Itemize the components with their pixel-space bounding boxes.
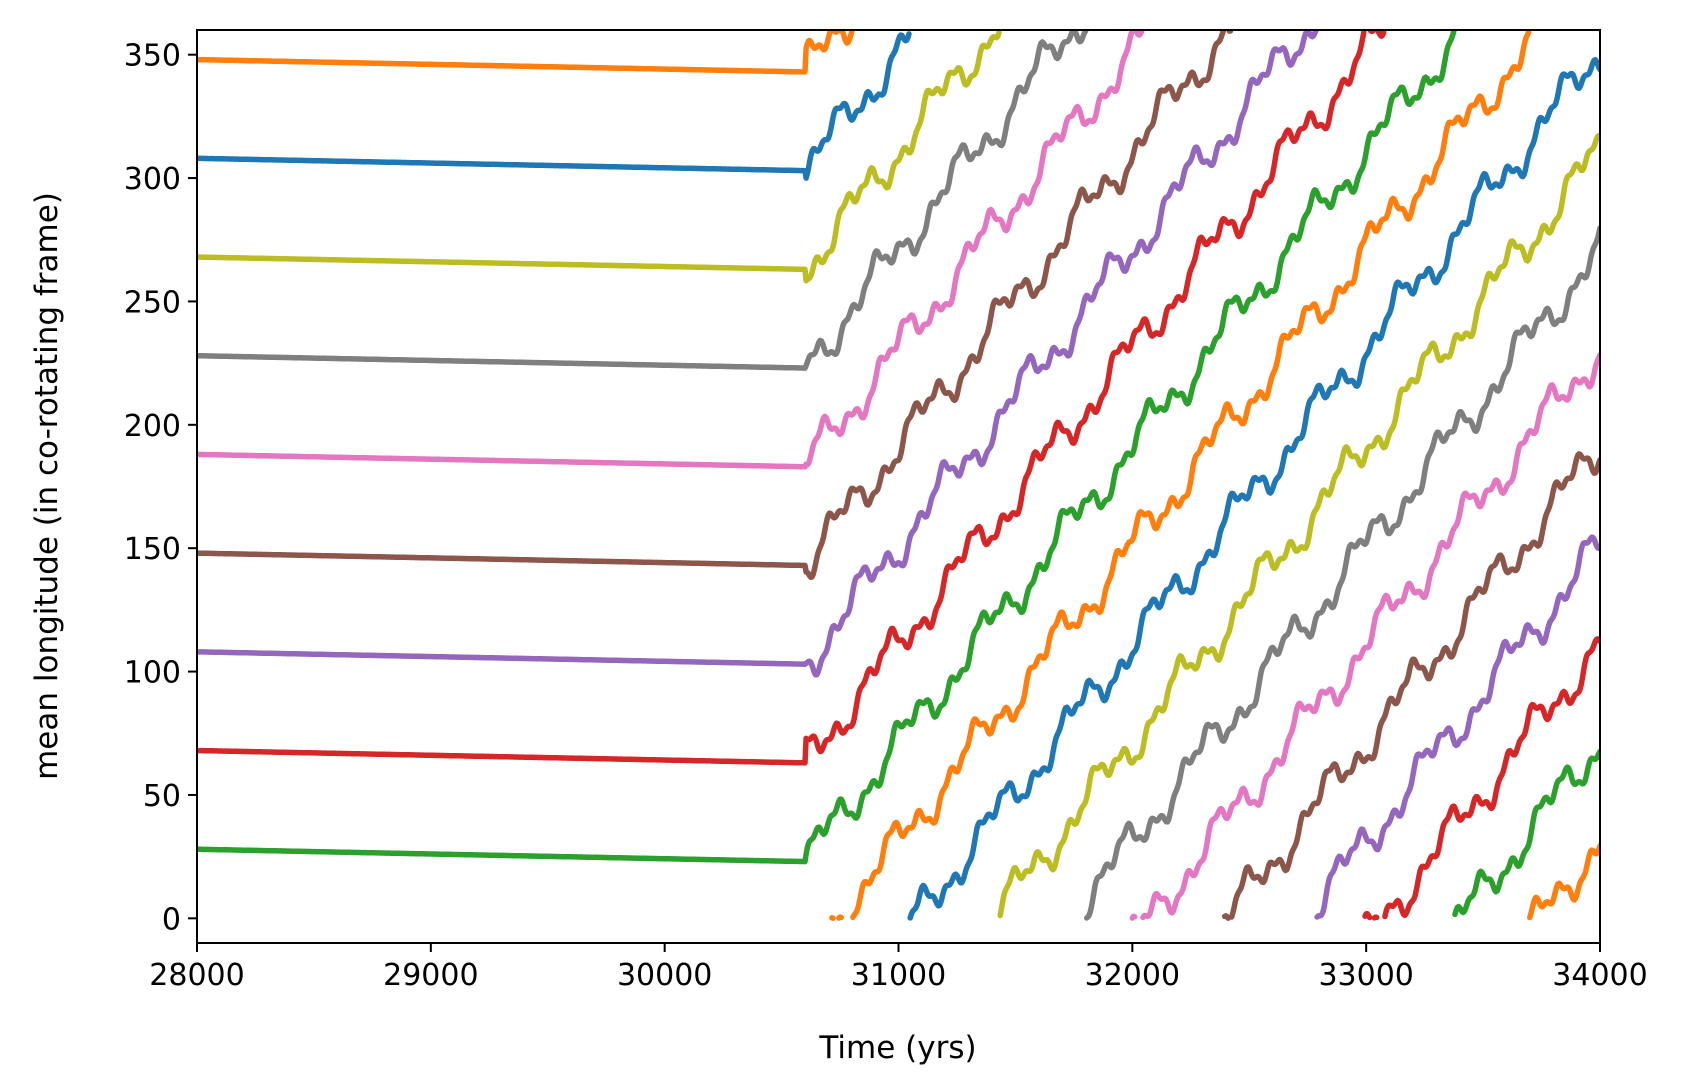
y-tick-label: 150 [124,532,181,567]
x-tick-label: 30000 [617,958,712,993]
series-line [197,30,1600,921]
y-tick-label: 0 [162,902,181,937]
y-tick-label: 50 [143,779,181,814]
x-tick-label: 33000 [1318,958,1413,993]
x-tick-label: 29000 [383,958,478,993]
x-tick-label: 34000 [1552,958,1647,993]
x-tick-label: 28000 [149,958,244,993]
x-axis-label: Time (yrs) [818,1030,976,1066]
series-line [197,30,1600,921]
x-tick-label: 31000 [851,958,946,993]
y-tick-label: 250 [124,285,181,320]
y-tick-label: 200 [124,409,181,444]
series-line [197,30,1600,921]
y-tick-label: 100 [124,656,181,691]
y-tick-label: 350 [124,39,181,74]
series-line [197,30,1600,921]
series-line [197,30,1600,918]
series-line [197,30,1600,921]
x-axis: 28000 29000 30000 31000 32000 33000 34000 [149,943,1648,993]
series-line [197,30,1600,919]
y-axis: 0 50 100 150 200 250 300 350 [124,39,197,937]
series-line [197,31,1600,921]
series-layer [197,30,1600,921]
y-tick-label: 300 [124,162,181,197]
y-axis-label: mean longitude (in co-rotating frame) [29,192,65,780]
series-line [197,30,1600,920]
x-tick-label: 32000 [1085,958,1180,993]
